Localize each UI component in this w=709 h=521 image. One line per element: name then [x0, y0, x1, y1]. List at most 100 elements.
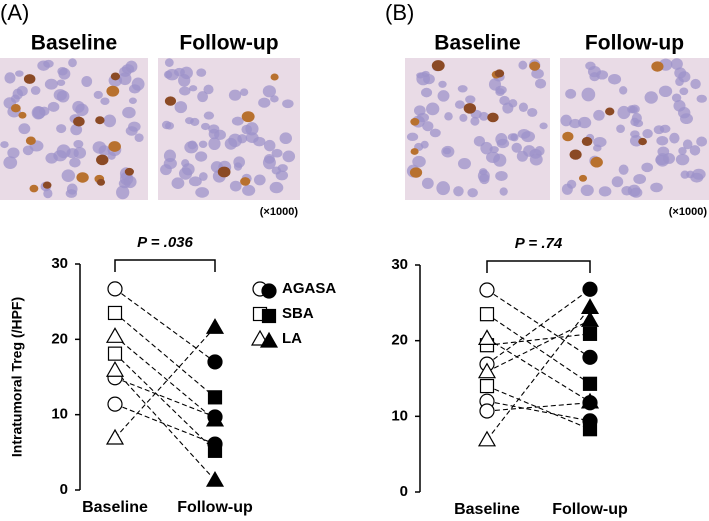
- cell: [457, 85, 468, 93]
- cell: [442, 147, 452, 155]
- cell: [245, 132, 259, 143]
- pair-line: [486, 385, 591, 430]
- cell: [517, 129, 531, 139]
- cell: [421, 87, 433, 98]
- cell: [679, 87, 689, 96]
- cell: [195, 151, 208, 162]
- cell: [682, 139, 693, 150]
- cell: [437, 90, 450, 102]
- marker-triangle: [205, 318, 225, 334]
- stained-cell: [96, 154, 109, 166]
- cell: [134, 133, 144, 143]
- cell: [416, 72, 425, 79]
- pair-line: [114, 326, 216, 439]
- cell: [696, 136, 708, 147]
- marker-square: [107, 305, 123, 321]
- cell: [240, 88, 249, 97]
- cell: [534, 146, 545, 156]
- cell: [43, 59, 54, 68]
- p-value: P = .74: [515, 235, 563, 252]
- y-tick-label: 20: [51, 330, 68, 347]
- cell: [444, 112, 453, 121]
- marker-circle: [261, 283, 277, 299]
- marker-square: [582, 422, 598, 437]
- cell: [671, 93, 682, 103]
- cell: [569, 118, 582, 129]
- cell: [229, 180, 242, 192]
- cell: [241, 124, 253, 135]
- cell: [531, 68, 544, 79]
- magnification: (×1000): [260, 206, 299, 218]
- cell: [465, 95, 476, 104]
- marker-square: [582, 376, 598, 391]
- stained-cell: [10, 104, 21, 113]
- y-tick-label: 20: [391, 332, 408, 349]
- legend-label: LA: [282, 330, 302, 347]
- cell: [593, 109, 605, 121]
- cell: [75, 103, 89, 117]
- cell: [188, 176, 202, 187]
- cell: [535, 78, 547, 89]
- cell: [198, 140, 208, 149]
- stained-cell: [562, 131, 574, 142]
- cell: [68, 58, 77, 68]
- cell: [258, 97, 271, 108]
- cell: [675, 77, 684, 87]
- image-label: Follow-up: [585, 32, 684, 55]
- cell: [629, 106, 638, 114]
- cell: [190, 117, 200, 126]
- marker-circle: [107, 281, 123, 297]
- cell: [43, 188, 53, 199]
- marker-square: [207, 390, 223, 405]
- pair-line: [486, 333, 591, 346]
- cell: [282, 99, 294, 109]
- image-label: Baseline: [434, 32, 520, 55]
- cell: [592, 144, 602, 152]
- cell: [195, 187, 210, 198]
- cell: [231, 116, 244, 126]
- cell: [171, 177, 185, 189]
- cell: [262, 155, 276, 170]
- stained-cell: [605, 107, 615, 116]
- marker-triangle: [477, 329, 497, 345]
- marker-triangle: [205, 470, 225, 487]
- cell: [633, 119, 644, 128]
- cell: [56, 124, 67, 134]
- stained-cell: [487, 112, 499, 123]
- stained-cell: [569, 149, 582, 160]
- cell: [510, 133, 519, 142]
- stained-cell: [651, 61, 664, 72]
- cell: [47, 101, 60, 112]
- cell: [208, 124, 220, 134]
- cell: [459, 113, 468, 122]
- cell: [44, 78, 58, 90]
- cell: [228, 89, 242, 101]
- cell: [413, 105, 426, 116]
- pair-line: [114, 335, 216, 421]
- cell: [121, 64, 135, 74]
- cell: [495, 133, 508, 146]
- cell: [436, 181, 450, 196]
- stained-cell: [73, 116, 85, 127]
- legend-label: SBA: [282, 305, 314, 322]
- cell: [197, 91, 208, 103]
- marker-square: [207, 443, 223, 458]
- cell: [69, 157, 81, 168]
- cell: [493, 153, 507, 167]
- cell: [165, 121, 174, 130]
- cell: [633, 173, 647, 185]
- cell: [100, 97, 110, 106]
- pair-line: [114, 377, 216, 418]
- marker-circle: [479, 403, 495, 419]
- pair-line: [114, 369, 216, 481]
- cell: [406, 132, 419, 142]
- cell: [128, 121, 141, 132]
- x-tick-label: Follow-up: [177, 499, 253, 516]
- cell: [18, 123, 31, 135]
- cell: [454, 100, 465, 109]
- cell: [560, 114, 572, 127]
- cell: [529, 153, 543, 166]
- pair-line: [486, 289, 591, 358]
- cell: [163, 149, 177, 163]
- pair-line: [486, 307, 591, 441]
